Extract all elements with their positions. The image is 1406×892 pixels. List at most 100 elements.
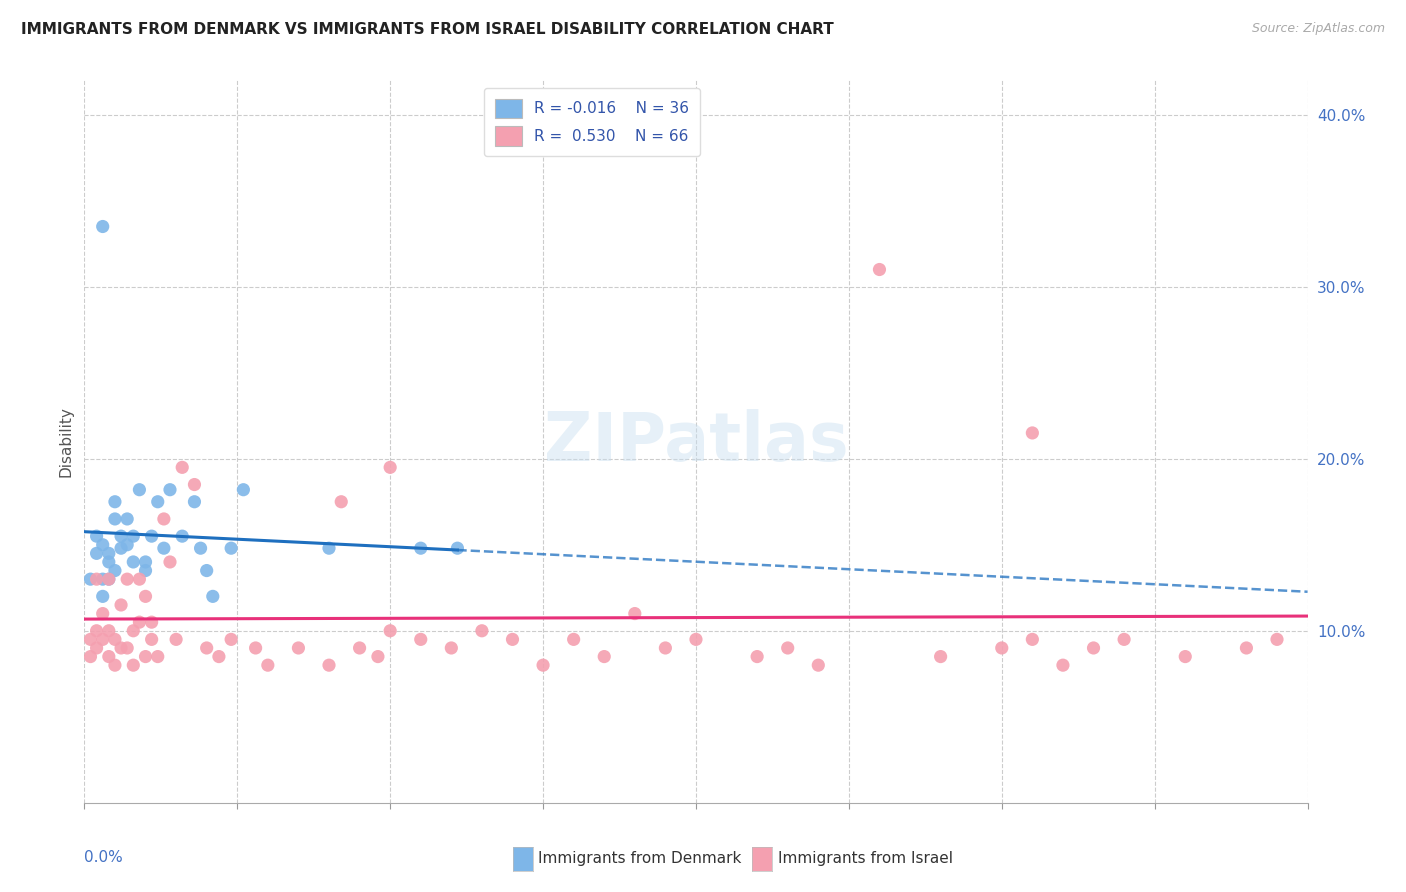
Point xyxy=(135,649,157,664)
Point xyxy=(141,529,163,543)
Text: 0.0%: 0.0% xyxy=(84,850,124,864)
Point xyxy=(367,649,389,664)
Text: Immigrants from Denmark: Immigrants from Denmark xyxy=(538,852,742,866)
Point xyxy=(153,541,176,556)
Point xyxy=(1174,649,1197,664)
Point xyxy=(1114,632,1136,647)
Point xyxy=(97,649,120,664)
Point xyxy=(104,632,127,647)
Point xyxy=(135,590,157,604)
Point xyxy=(141,632,163,647)
Y-axis label: Disability: Disability xyxy=(58,406,73,477)
Point xyxy=(91,538,114,552)
Point xyxy=(159,483,181,497)
Point xyxy=(195,564,218,578)
Point xyxy=(593,649,616,664)
Point xyxy=(1021,425,1043,440)
Point xyxy=(409,541,432,556)
Point xyxy=(110,598,132,612)
Point xyxy=(471,624,494,638)
Point xyxy=(110,541,132,556)
Point xyxy=(654,640,676,655)
Point xyxy=(183,494,205,508)
Point xyxy=(190,541,212,556)
Point xyxy=(141,615,163,630)
Point xyxy=(159,555,181,569)
Text: ZIPatlas: ZIPatlas xyxy=(544,409,848,475)
Point xyxy=(115,538,138,552)
Point xyxy=(97,546,120,560)
Point xyxy=(86,624,108,638)
Point xyxy=(1052,658,1074,673)
Point xyxy=(86,529,108,543)
Point xyxy=(86,572,108,586)
Point xyxy=(502,632,524,647)
Point xyxy=(104,564,127,578)
Point xyxy=(747,649,769,664)
Point xyxy=(624,607,647,621)
Point xyxy=(1021,632,1043,647)
Point xyxy=(97,624,120,638)
Point xyxy=(776,640,799,655)
Text: Source: ZipAtlas.com: Source: ZipAtlas.com xyxy=(1251,22,1385,36)
Point xyxy=(232,483,254,497)
Point xyxy=(91,219,114,234)
Text: Immigrants from Israel: Immigrants from Israel xyxy=(778,852,952,866)
Point xyxy=(146,649,169,664)
Point xyxy=(97,572,120,586)
Point xyxy=(128,483,150,497)
Point xyxy=(245,640,267,655)
Point xyxy=(208,649,231,664)
Point xyxy=(97,555,120,569)
Point xyxy=(86,640,108,655)
Point xyxy=(115,572,138,586)
Point xyxy=(330,494,353,508)
Point xyxy=(122,555,145,569)
Point xyxy=(122,624,145,638)
Point xyxy=(219,632,242,647)
Point xyxy=(201,590,224,604)
Point xyxy=(91,590,114,604)
Point xyxy=(991,640,1014,655)
Point xyxy=(135,564,157,578)
Point xyxy=(562,632,585,647)
Point xyxy=(287,640,309,655)
Point xyxy=(409,632,432,647)
Point xyxy=(153,512,176,526)
Point xyxy=(219,541,242,556)
Point xyxy=(110,529,132,543)
Point xyxy=(110,640,132,655)
Point xyxy=(172,460,194,475)
Point xyxy=(929,649,952,664)
Point xyxy=(685,632,707,647)
Point xyxy=(104,658,127,673)
Point xyxy=(380,460,402,475)
Point xyxy=(122,658,145,673)
Point xyxy=(122,529,145,543)
Point xyxy=(1083,640,1105,655)
Point xyxy=(195,640,218,655)
Point xyxy=(183,477,205,491)
Point xyxy=(446,541,468,556)
Point xyxy=(128,615,150,630)
Point xyxy=(172,529,194,543)
Text: IMMIGRANTS FROM DENMARK VS IMMIGRANTS FROM ISRAEL DISABILITY CORRELATION CHART: IMMIGRANTS FROM DENMARK VS IMMIGRANTS FR… xyxy=(21,22,834,37)
Point xyxy=(79,649,101,664)
Point xyxy=(257,658,280,673)
Point xyxy=(79,632,101,647)
Point xyxy=(165,632,187,647)
Point xyxy=(104,494,127,508)
Point xyxy=(1236,640,1258,655)
Point xyxy=(146,494,169,508)
Point xyxy=(318,541,340,556)
Point xyxy=(91,632,114,647)
Point xyxy=(97,572,120,586)
Point xyxy=(79,572,101,586)
Point xyxy=(115,640,138,655)
Point xyxy=(91,607,114,621)
Point xyxy=(115,512,138,526)
Point xyxy=(531,658,554,673)
Point xyxy=(807,658,830,673)
Point xyxy=(104,512,127,526)
Point xyxy=(869,262,891,277)
